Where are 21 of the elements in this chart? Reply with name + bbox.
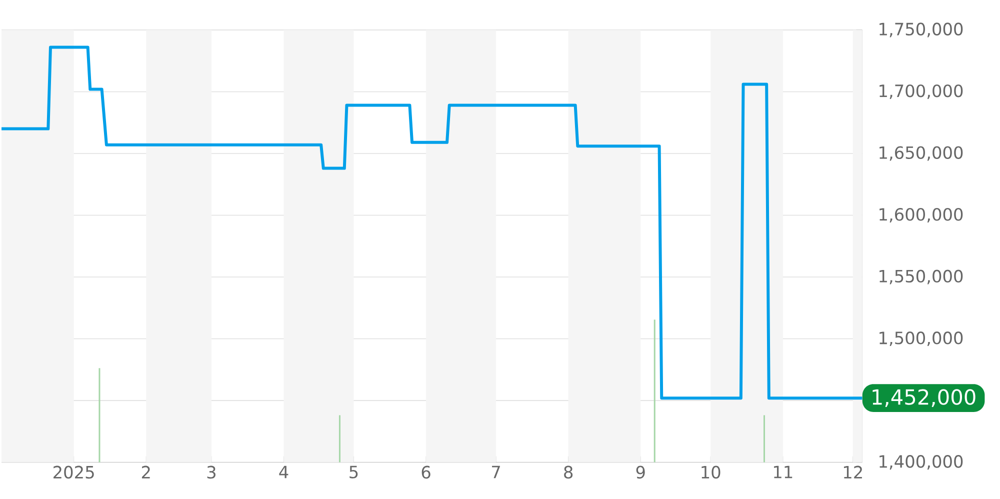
x-tick-label: 5 [350, 466, 358, 478]
x-tick-label: 3 [207, 466, 216, 478]
x-tick-label: 11 [774, 466, 792, 478]
x-tick-label: 2025 [54, 466, 94, 478]
x-tick-label: 7 [492, 466, 500, 478]
x-tick-label: 12 [844, 466, 862, 478]
y-tick-label: 1,600,000 [880, 208, 963, 222]
y-tick-label: 1,750,000 [880, 22, 963, 38]
y-tick-label: 1,400,000 [880, 454, 963, 470]
x-tick-label: 8 [564, 466, 573, 478]
line-series [0, 46, 864, 400]
y-tick-label: 1,500,000 [880, 331, 963, 346]
y-tick-label: 1,550,000 [880, 270, 963, 284]
x-tick-label: 4 [279, 466, 288, 478]
x-tick-label: 2 [142, 466, 150, 478]
annotation: 1,452,000 [872, 388, 976, 407]
x-tick-label: 9 [636, 466, 645, 478]
y-tick-label: 1,650,000 [880, 146, 963, 161]
x-tick-label: 6 [422, 466, 430, 478]
x-tick-label: 10 [702, 466, 720, 478]
y-tick-label: 1,700,000 [880, 84, 963, 99]
